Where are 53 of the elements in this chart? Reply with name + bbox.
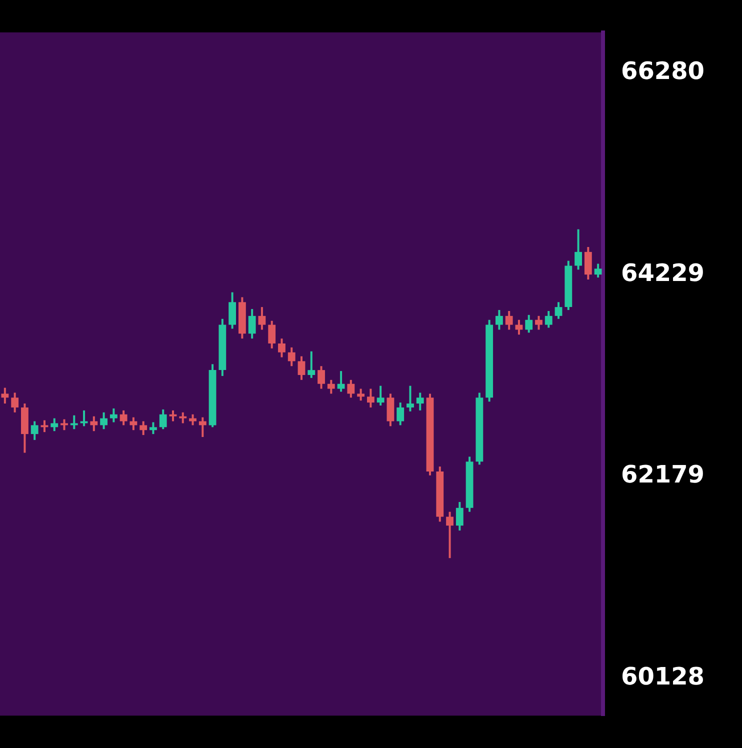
- candlestick: [535, 314, 542, 331]
- candlestick: [130, 416, 138, 432]
- candlestick: [386, 392, 394, 428]
- candlestick: [278, 338, 286, 358]
- candlestick: [60, 418, 68, 432]
- candlestick: [308, 350, 316, 379]
- candlestick: [140, 420, 148, 436]
- candlestick: [406, 384, 414, 412]
- candlestick: [544, 310, 552, 329]
- candlestick: [347, 378, 355, 399]
- candlestick: [268, 320, 276, 350]
- candlestick: [357, 388, 365, 402]
- candlestick: [228, 291, 236, 330]
- candlestick: [110, 407, 118, 424]
- y-tick-label: 60128: [621, 662, 704, 691]
- candlestick: [100, 411, 108, 430]
- candlestick: [525, 314, 533, 334]
- candlestick: [248, 308, 256, 340]
- candlestick: [376, 384, 384, 406]
- candlestick: [169, 409, 177, 422]
- candlestick: [327, 378, 335, 395]
- candlestick: [446, 510, 454, 560]
- candlestick: [366, 388, 374, 408]
- candlestick: [150, 421, 157, 436]
- y-tick-label: 62179: [621, 460, 704, 489]
- candlestick: [258, 306, 266, 331]
- candlestick: [198, 416, 206, 438]
- candlestick: [179, 411, 187, 424]
- candlestick: [584, 246, 592, 280]
- candlestick: [337, 370, 345, 393]
- candlestick: [189, 413, 196, 426]
- candlestick: [554, 301, 562, 320]
- candlestick: [456, 500, 464, 532]
- candlestick: [318, 365, 325, 390]
- candlestick: [159, 408, 167, 430]
- candlestick: [298, 355, 306, 381]
- candlestick: [30, 420, 38, 441]
- candlestick: [90, 415, 98, 432]
- candlestick: [70, 414, 78, 430]
- candlestick: [11, 392, 19, 414]
- y-tick-label: 64229: [621, 258, 704, 287]
- y-tick-label: 66280: [621, 56, 704, 85]
- candlestick: [574, 228, 582, 271]
- candlestick: [120, 409, 128, 426]
- candlestick: [1, 386, 9, 405]
- candlestick: [505, 310, 513, 331]
- candlestick: [594, 262, 602, 279]
- candlestick: [288, 346, 296, 368]
- candlestick: [496, 309, 503, 331]
- candlestick: [40, 419, 48, 434]
- candlestick: [416, 392, 424, 412]
- candlestick: [50, 417, 58, 432]
- candlestick: [396, 402, 404, 426]
